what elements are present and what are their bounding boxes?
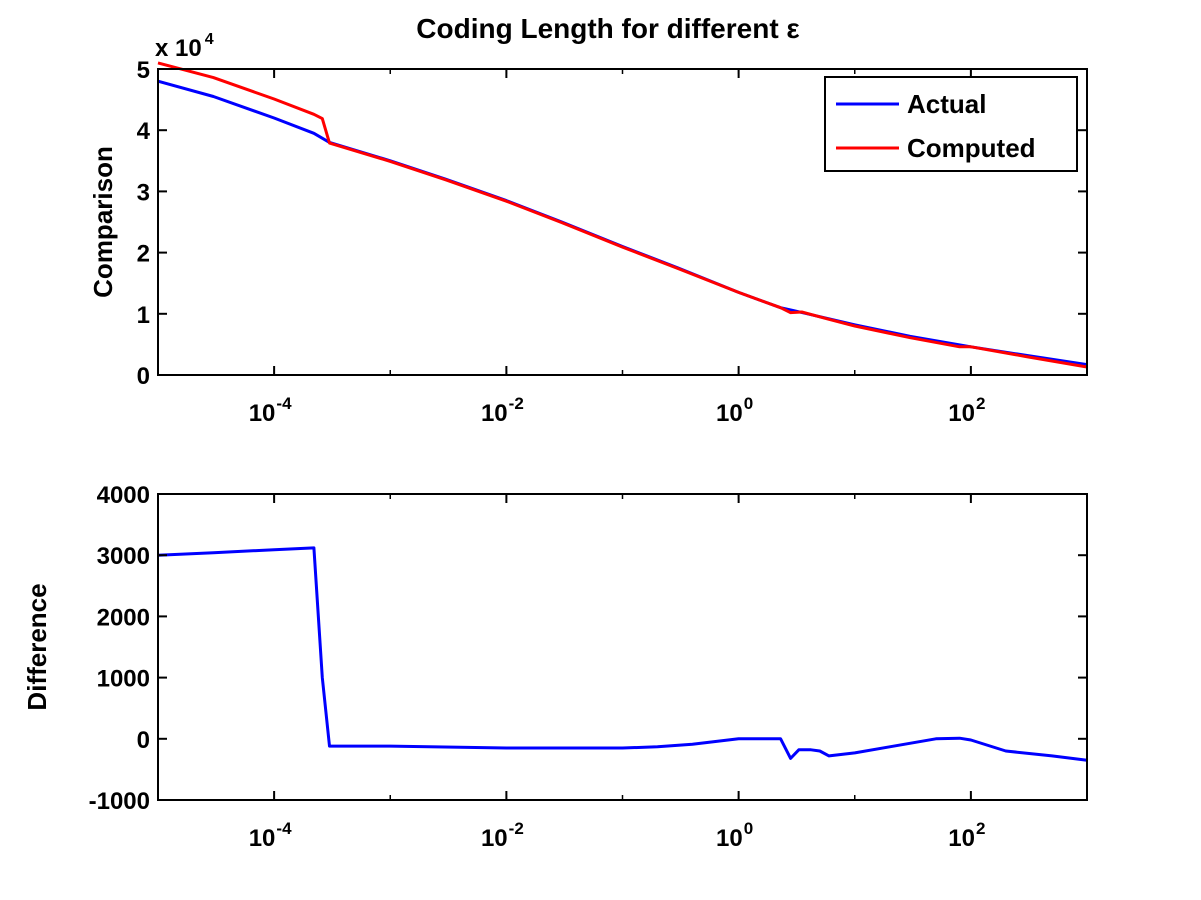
legend-box <box>824 76 1078 172</box>
top-x-tick-exponent: 0 <box>744 394 753 413</box>
top-y-exponent-base: x 10 <box>155 35 202 62</box>
bottom-x-tick-label: 10-2 <box>481 819 524 852</box>
top-series-layer <box>157 61 1088 369</box>
top-x-tick-base: 10 <box>249 400 276 427</box>
bottom-x-tick-label: 10-4 <box>249 819 292 852</box>
bottom-x-tick-exponent: -2 <box>509 819 524 838</box>
top-x-tick-base: 10 <box>948 400 975 427</box>
top-x-tick-base: 10 <box>716 400 743 427</box>
bottom-series-layer <box>157 546 1088 762</box>
top-x-tick-exponent: -4 <box>276 394 292 413</box>
bottom-y-tick-label: 1000 <box>97 666 150 693</box>
top-y-exponent: x 10 4 <box>155 31 214 62</box>
bottom-y-tick-label: 3000 <box>97 543 150 570</box>
top-x-tick-base: 10 <box>481 400 508 427</box>
top-y-exponent-power: 4 <box>205 31 214 48</box>
top-y-tick-label: 2 <box>137 241 150 268</box>
top-x-tick-label: 102 <box>948 394 985 427</box>
legend-label-computed: Computed <box>907 133 1036 163</box>
bottom-x-tick-base: 10 <box>948 825 975 852</box>
bottom-x-tick-base: 10 <box>249 825 276 852</box>
top-y-tick-label: 3 <box>137 179 150 206</box>
top-x-tick-exponent: 2 <box>976 394 985 413</box>
bottom-x-tick-base: 10 <box>481 825 508 852</box>
bottom-y-tick-label: 4000 <box>97 482 150 509</box>
top-x-tick-exponent: -2 <box>509 394 524 413</box>
top-x-tick-label: 10-2 <box>481 394 524 427</box>
bottom-y-axis-label: Difference <box>22 583 52 710</box>
bottom-x-tick-exponent: 0 <box>744 819 753 838</box>
legend: Actual Computed <box>824 76 1078 172</box>
bottom-y-tick-label: 2000 <box>97 604 150 631</box>
bottom-x-tick-exponent: 2 <box>976 819 985 838</box>
top-x-tick-label: 10-4 <box>249 394 292 427</box>
bottom-y-tick-label: -1000 <box>89 788 150 815</box>
bottom-series-line-difference <box>157 546 1088 762</box>
bottom-x-tick-label: 102 <box>948 819 985 852</box>
bottom-x-tick-label: 100 <box>716 819 753 852</box>
top-y-tick-label: 5 <box>137 57 150 84</box>
chart-title: Coding Length for different ε <box>416 13 799 44</box>
top-y-tick-label: 4 <box>137 118 151 145</box>
top-series-line-computed <box>157 61 1088 369</box>
legend-label-actual: Actual <box>907 89 986 119</box>
top-x-tick-label: 100 <box>716 394 753 427</box>
top-y-tick-label: 0 <box>137 363 150 390</box>
bottom-x-tick-exponent: -4 <box>276 819 292 838</box>
top-y-tick-label: 1 <box>137 302 150 329</box>
top-y-axis-label: Comparison <box>88 146 118 298</box>
bottom-plot-frame <box>157 493 1088 801</box>
bottom-x-tick-base: 10 <box>716 825 743 852</box>
bottom-y-tick-label: 0 <box>137 727 150 754</box>
